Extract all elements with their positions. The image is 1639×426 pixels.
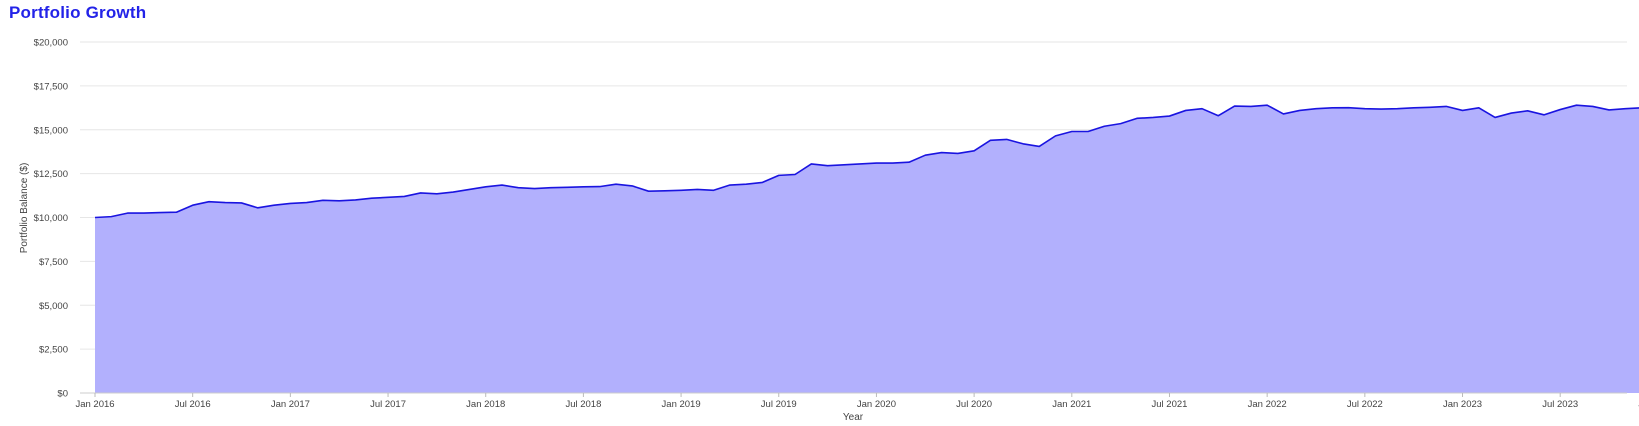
x-tick-label: Jul 2019	[761, 399, 797, 410]
x-tick-label: Jan 2021	[1052, 399, 1091, 410]
y-tick-label: $2,500	[39, 345, 68, 356]
chart-title: Portfolio Growth	[9, 3, 147, 22]
x-tick-label: Jul 2021	[1152, 399, 1188, 410]
axes	[80, 392, 1627, 397]
area-layer	[94, 104, 1639, 393]
y-axis-label: Portfolio Balance ($)	[19, 163, 30, 254]
x-axis-label: Year	[843, 412, 864, 423]
y-tick-label: $12,500	[34, 169, 68, 180]
x-tick-label: Jan 2020	[857, 399, 896, 410]
x-tick-labels: Jan 2016 Jul 2016 Jan 2017 Jul 2017 Jan 2018…	[75, 399, 1639, 410]
x-tick-label: Jan 2018	[466, 399, 505, 410]
y-tick-labels: $0 $2,500 $5,000 $7,500 $10,000 $12,500 $15,00…	[34, 38, 68, 400]
series-line	[94, 104, 1639, 219]
x-tick-label: Jul 2022	[1347, 399, 1383, 410]
x-tick-label: Jan 2016	[75, 399, 114, 410]
x-tick-label: Jul 2020	[956, 399, 992, 410]
x-tick-label: Jul 2016	[175, 399, 211, 410]
x-tick-label: Jul 2017	[370, 399, 406, 410]
y-tick-label: $17,500	[34, 81, 68, 92]
series-area	[95, 105, 1639, 393]
x-tick-label: Jan 2023	[1443, 399, 1482, 410]
y-tick-label: $15,000	[34, 125, 68, 136]
x-tick-label: Jan 2019	[662, 399, 701, 410]
y-tick-label: $20,000	[34, 38, 68, 49]
x-tick-label: Jul 2023	[1542, 399, 1578, 410]
x-tick-label: Jan 2017	[271, 399, 310, 410]
x-tick-label: Jan 2022	[1248, 399, 1287, 410]
y-tick-label: $7,500	[39, 257, 68, 268]
y-tick-label: $5,000	[39, 301, 68, 312]
y-tick-label: $10,000	[34, 213, 68, 224]
y-tick-label: $0	[57, 389, 68, 400]
x-tick-label: Jul 2018	[565, 399, 601, 410]
